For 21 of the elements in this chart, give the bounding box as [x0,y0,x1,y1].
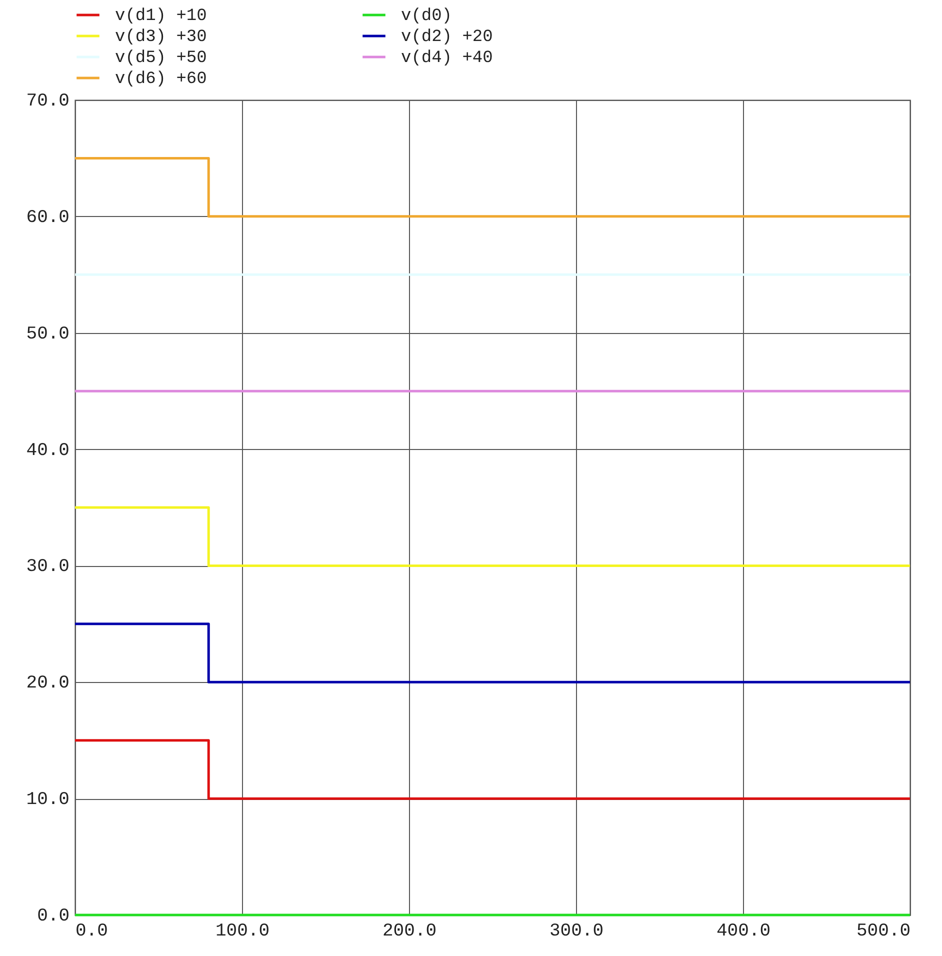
x-tick-label: 300.0 [549,922,604,942]
legend-label: v(d5) +50 [115,49,207,68]
y-tick-label: 30.0 [26,557,70,578]
y-tick-label: 0.0 [37,906,70,926]
legend-label: v(d1) +10 [115,7,207,26]
legend-label: v(d3) +30 [115,28,207,47]
y-tick-label: 40.0 [26,440,70,461]
y-tick-label: 60.0 [26,208,70,228]
x-tick-label: 200.0 [382,922,437,942]
legend-label: v(d4) +40 [401,49,493,68]
y-tick-label: 10.0 [26,790,70,810]
y-tick-label: 20.0 [26,674,70,694]
x-tick-label: 0.0 [76,922,108,942]
x-tick-label: 100.0 [215,922,270,942]
legend-label: v(d2) +20 [401,28,493,47]
legend-label: v(d6) +60 [115,70,207,89]
x-tick-label: 500.0 [856,922,910,942]
x-tick-label: 400.0 [716,922,771,942]
legend-label: v(d0) [401,7,452,26]
y-tick-label: 50.0 [26,324,70,344]
y-tick-label: 70.0 [26,92,70,112]
